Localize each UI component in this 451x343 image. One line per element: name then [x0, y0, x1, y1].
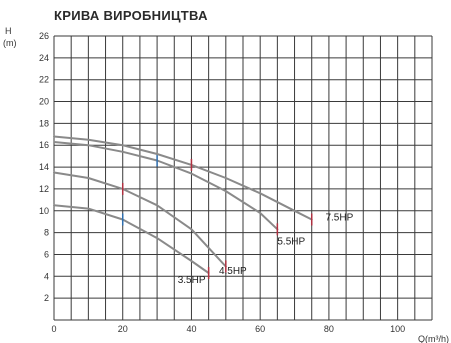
x-tick-label: 60 — [255, 324, 265, 334]
y-tick-label: 12 — [39, 184, 49, 194]
series-label-4.5HP: 4.5HP — [219, 266, 247, 277]
y-tick-label: 18 — [39, 118, 49, 128]
y-tick-label: 14 — [39, 162, 49, 172]
x-tick-label: 0 — [51, 324, 56, 334]
y-tick-label: 10 — [39, 206, 49, 216]
x-axis-title: Q(m³/h) — [418, 334, 449, 343]
x-tick-label: 40 — [186, 324, 196, 334]
y-axis-title: H — [5, 26, 12, 36]
y-axis-unit: (m) — [3, 38, 17, 48]
y-tick-label: 2 — [44, 293, 49, 303]
series-label-7.5HP: 7.5HP — [325, 213, 353, 224]
curve-labels: 3.5HP 4.5HP 5.5HP 7.5HP — [178, 213, 354, 286]
y-tick-label: 8 — [44, 228, 49, 238]
chart-title: КРИВА ВИРОБНИЦТВА — [54, 8, 208, 23]
curve-7.5HP — [53, 135, 313, 221]
series-label-5.5HP: 5.5HP — [277, 237, 305, 248]
y-tick-label: 20 — [39, 97, 49, 107]
axis-titles: H (m) Q(m³/h) — [3, 26, 449, 343]
x-tick-label: 20 — [118, 324, 128, 334]
curve-5.5HP — [53, 141, 279, 231]
grid — [53, 35, 433, 321]
curve-4.5HP — [53, 171, 227, 268]
y-tick-label: 24 — [39, 53, 49, 63]
y-tick-label: 6 — [44, 249, 49, 259]
x-tick-label: 100 — [390, 324, 405, 334]
y-tick-label: 26 — [39, 31, 49, 41]
x-tick-label: 80 — [324, 324, 334, 334]
curves — [53, 135, 313, 280]
y-tick-label: 16 — [39, 140, 49, 150]
curve-3.5HP — [53, 204, 210, 274]
series-label-3.5HP: 3.5HP — [178, 275, 206, 286]
y-tick-label: 22 — [39, 75, 49, 85]
y-tick-label: 4 — [44, 271, 49, 281]
